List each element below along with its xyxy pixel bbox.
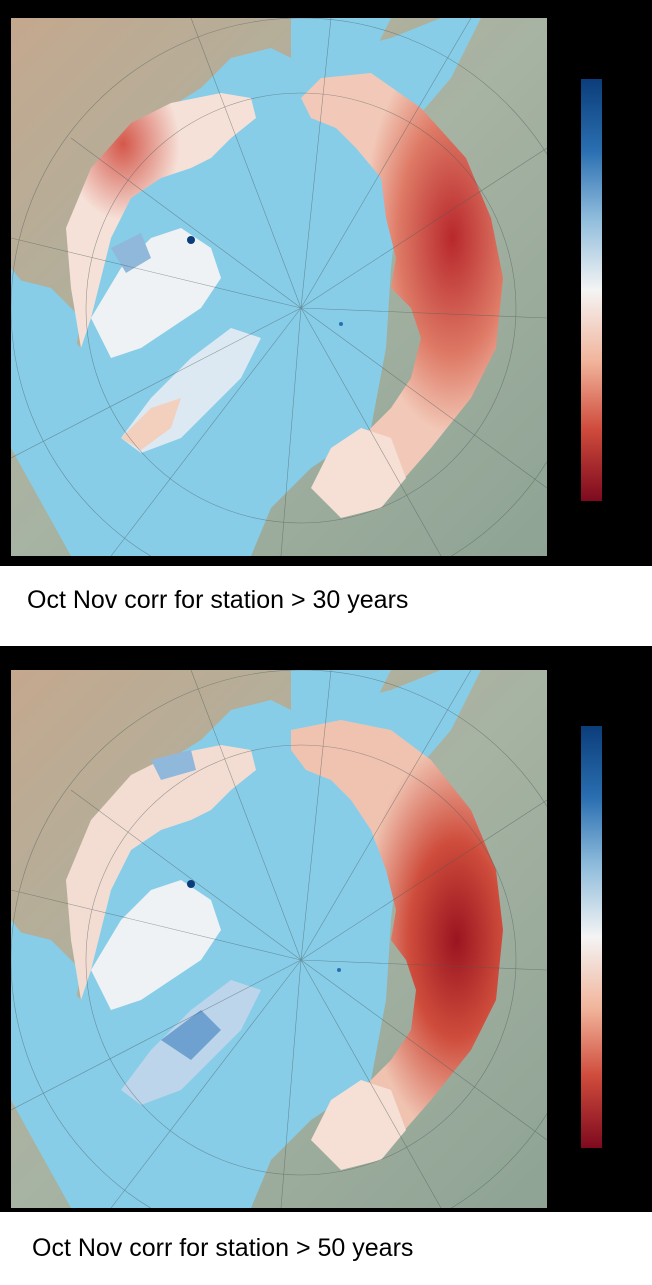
archipelago-field [91,228,221,358]
polar-map-50-years [11,670,547,1208]
caption-30-years: Oct Nov corr for station > 30 years [27,586,409,614]
colorbar-gradient [581,726,602,1148]
north-america-correlation-field [66,93,256,348]
greenland-blue [161,1010,221,1060]
latitude-circle [85,92,517,524]
greenland-warm [121,398,181,450]
hudson-bay [11,930,81,1050]
colorbar-30-years [581,79,602,501]
bering-sea [291,18,391,78]
eurasia-correlation-field [301,73,503,508]
hudson-bay [11,278,81,398]
north-america-correlation-field [66,745,256,1000]
archipelago-field [91,880,221,1010]
caption-50-years: Oct Nov corr for station > 50 years [32,1234,414,1262]
colorbar-gradient [581,79,602,501]
scandinavia-field [311,428,406,518]
eurasia-correlation-field [291,720,503,1160]
archipelago-blue-patch [111,233,151,273]
latitude-circle [85,744,517,1176]
colorbar-50-years [581,726,602,1148]
bering-sea [291,670,391,730]
alaska-blue-patch [151,750,196,780]
polar-map-30-years [11,18,547,556]
scandinavia-field [311,1080,406,1170]
